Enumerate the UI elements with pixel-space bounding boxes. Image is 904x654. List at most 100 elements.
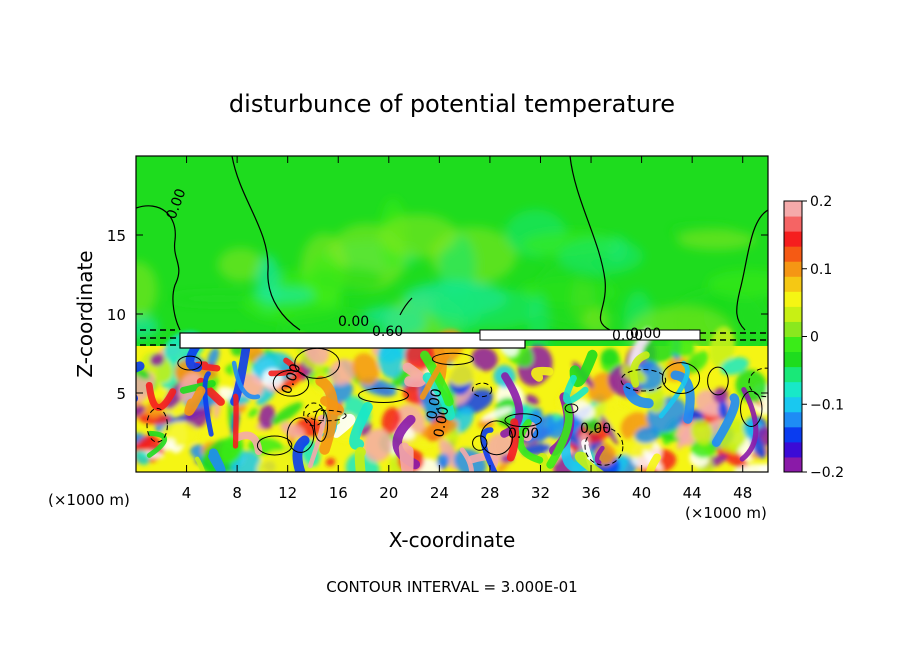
lower-blob: [471, 346, 498, 372]
contour-label: 0.00: [431, 405, 452, 438]
colorbar-swatch: [784, 351, 802, 368]
lower-blob: [583, 416, 600, 433]
contour-loop: [480, 420, 513, 456]
swirl: [500, 372, 524, 438]
swirl: [459, 447, 474, 472]
swirl: [581, 439, 598, 472]
swirl: [354, 447, 366, 472]
y-axis: 5 10 15: [107, 227, 768, 403]
colorbar-swatch: [784, 411, 802, 428]
colorbar: 0.2 0.1 0 −0.1 −0.2: [783, 194, 844, 481]
swirl: [658, 360, 690, 419]
colorbar-tick-label: −0.1: [810, 397, 844, 413]
contour-loop: [303, 402, 325, 427]
colorbar-swatch: [784, 426, 802, 443]
lower-blob: [136, 450, 150, 466]
lower-blob: [138, 412, 172, 425]
contour-label: 0.00: [612, 328, 643, 344]
lower-blob: [481, 406, 513, 421]
colorbar-swatch: [784, 261, 802, 277]
colorbar-swatch: [784, 456, 802, 473]
contour-loop: [358, 387, 409, 404]
lower-blob: [271, 402, 303, 425]
lower-blob: [571, 400, 595, 421]
swirl: [179, 380, 216, 394]
lower-blob: [634, 426, 660, 444]
upper-blob: [305, 253, 344, 309]
swirl: [307, 414, 326, 469]
x-unit-left: (×1000 m): [48, 491, 130, 509]
x-tick-label: 20: [379, 484, 398, 502]
swirl: [208, 448, 226, 472]
contour-line: [736, 209, 768, 331]
swirl: [185, 342, 203, 372]
x-tick-label: 24: [430, 484, 449, 502]
lower-blob: [377, 341, 403, 379]
colorbar-swatch: [784, 216, 802, 232]
swirl: [629, 351, 650, 388]
lower-blob: [438, 438, 459, 470]
swirl: [184, 386, 206, 416]
y-tick-label: 10: [107, 306, 126, 324]
x-tick-label: 48: [733, 484, 752, 502]
swirl: [594, 445, 605, 465]
contour-interval-note: CONTOUR INTERVAL = 3.000E-01: [326, 578, 577, 596]
colorbar-swatch: [784, 396, 802, 413]
x-tick-label: 8: [232, 484, 242, 502]
lower-blob: [149, 353, 165, 367]
lower-blob: [676, 419, 696, 450]
contour-label: 0.00: [424, 387, 445, 420]
colorbar-swatch: [784, 381, 802, 398]
contour-loop: [472, 435, 488, 451]
plot-area: [136, 156, 768, 472]
contour-label: 0.00: [580, 421, 611, 437]
lower-blob: [325, 457, 336, 467]
swirl: [546, 403, 573, 469]
y-tick-label: 5: [116, 385, 126, 403]
contour-loop: [707, 366, 729, 396]
y-axis-label: Z-coordinate: [73, 250, 97, 377]
x-axis: 4 8 12 16 20 24 28 32 36 40 44 48: [182, 156, 752, 502]
lower-blob: [136, 434, 156, 452]
swirl: [292, 435, 310, 472]
swirl: [531, 366, 554, 382]
lower-blob: [207, 347, 220, 367]
inversion-band: [179, 332, 526, 349]
x-tick-label: 36: [581, 484, 600, 502]
contour-loop: [584, 427, 624, 466]
upper-blob: [584, 307, 610, 336]
lower-blob: [690, 419, 714, 445]
upper-blob: [378, 214, 459, 258]
contour-label: 0.00: [630, 326, 661, 342]
contour-line: [136, 205, 181, 331]
contour-line: [399, 297, 413, 316]
x-tick-label: 16: [329, 484, 348, 502]
x-unit-right: (×1000 m): [685, 504, 767, 522]
colorbar-swatch: [784, 231, 802, 247]
x-tick-label: 32: [531, 484, 550, 502]
contour-lines: [136, 156, 768, 466]
swirl: [419, 353, 450, 400]
colorbar-swatch: [784, 291, 802, 307]
swirl: [563, 374, 589, 404]
lower-blob: [525, 394, 539, 406]
contour-loop: [146, 407, 168, 443]
contour-loop: [313, 408, 329, 442]
lower-blob: [280, 422, 306, 439]
inversion-band-right: [479, 329, 701, 341]
lower-blob: [258, 404, 276, 430]
contour-loop: [431, 352, 475, 366]
lower-blob: [709, 326, 735, 369]
x-tick-label: 12: [278, 484, 297, 502]
x-tick-label: 40: [632, 484, 651, 502]
lower-blob: [668, 335, 696, 357]
contour-loop: [272, 369, 310, 397]
swirl: [645, 453, 662, 472]
contour-loop: [472, 382, 493, 398]
lower-swirls: [136, 342, 759, 472]
lower-blob: [363, 428, 393, 462]
lower-blob: [720, 357, 749, 375]
colorbar-swatch: [784, 201, 802, 217]
lower-blob: [352, 353, 380, 386]
